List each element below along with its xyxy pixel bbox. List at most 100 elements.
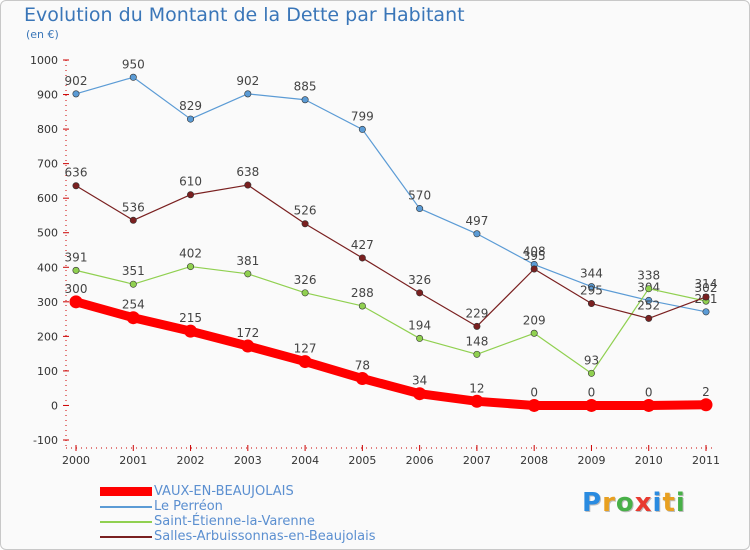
data-point-le-perreon xyxy=(72,90,80,98)
y-tick-label: 700 xyxy=(37,158,58,171)
legend-swatch xyxy=(100,536,152,538)
data-point-le-perreon xyxy=(358,125,366,133)
data-label-saint-etienne-la-varenne: 93 xyxy=(584,353,599,367)
data-point-vaux-en-beaujolais xyxy=(241,339,255,353)
data-point-vaux-en-beaujolais xyxy=(699,398,713,412)
data-label-saint-etienne-la-varenne: 338 xyxy=(637,269,660,283)
data-label-saint-etienne-la-varenne: 351 xyxy=(122,264,145,278)
legend-item: Saint-Étienne-la-Varenne xyxy=(100,514,440,529)
data-point-le-perreon xyxy=(187,115,195,123)
data-label-vaux-en-beaujolais: 254 xyxy=(122,298,145,312)
data-label-salles-arbuissonnas-en-beaujolais: 526 xyxy=(294,204,317,218)
x-tick-label: 2006 xyxy=(406,454,434,467)
x-tick-label: 2007 xyxy=(463,454,491,467)
x-tick-label: 2005 xyxy=(348,454,376,467)
data-label-le-perreon: 344 xyxy=(580,267,603,281)
x-tick-label: 2011 xyxy=(692,454,720,467)
data-point-salles-arbuissonnas-en-beaujolais xyxy=(416,289,424,297)
data-label-saint-etienne-la-varenne: 402 xyxy=(179,247,202,261)
legend-label: VAUX-EN-BEAUJOLAIS xyxy=(154,484,294,499)
proxiti-logo: Proxiti xyxy=(582,488,686,518)
data-point-vaux-en-beaujolais xyxy=(355,372,369,386)
data-point-vaux-en-beaujolais xyxy=(298,355,312,369)
data-label-salles-arbuissonnas-en-beaujolais: 252 xyxy=(637,298,660,312)
data-point-salles-arbuissonnas-en-beaujolais xyxy=(129,216,137,224)
data-label-le-perreon: 408 xyxy=(523,245,546,259)
series-line-salles-arbuissonnas-en-beaujolais xyxy=(75,184,707,327)
y-tick-label: -100 xyxy=(33,434,58,447)
y-tick-label: 400 xyxy=(37,261,58,274)
chart-title: Evolution du Montant de la Dette par Hab… xyxy=(24,4,465,26)
data-point-saint-etienne-la-varenne xyxy=(187,263,195,271)
data-label-salles-arbuissonnas-en-beaujolais: 395 xyxy=(523,249,546,263)
legend-label: Salles-Arbuissonnas-en-Beaujolais xyxy=(154,529,376,544)
series-line-vaux-en-beaujolais xyxy=(71,297,711,410)
data-point-vaux-en-beaujolais xyxy=(642,398,656,412)
data-label-saint-etienne-la-varenne: 148 xyxy=(465,334,488,348)
data-point-saint-etienne-la-varenne xyxy=(473,350,481,358)
data-point-vaux-en-beaujolais xyxy=(527,398,541,412)
data-point-le-perreon xyxy=(473,230,481,238)
data-point-le-perreon xyxy=(587,283,595,291)
data-point-le-perreon xyxy=(244,90,252,98)
data-point-salles-arbuissonnas-en-beaujolais xyxy=(587,300,595,308)
data-point-le-perreon xyxy=(702,308,710,316)
data-label-vaux-en-beaujolais: 2 xyxy=(702,385,710,399)
legend-item: Le Perréon xyxy=(100,499,440,514)
data-label-vaux-en-beaujolais: 12 xyxy=(469,381,484,395)
data-point-saint-etienne-la-varenne xyxy=(72,266,80,274)
data-point-vaux-en-beaujolais xyxy=(184,324,198,338)
data-label-vaux-en-beaujolais: 0 xyxy=(645,385,653,399)
data-label-saint-etienne-la-varenne: 194 xyxy=(408,318,431,332)
x-tick-label: 2009 xyxy=(577,454,605,467)
logo-letter: x xyxy=(634,488,653,518)
data-label-salles-arbuissonnas-en-beaujolais: 229 xyxy=(465,306,488,320)
unit-label: (en €) xyxy=(26,28,59,41)
data-point-salles-arbuissonnas-en-beaujolais xyxy=(645,314,653,322)
x-tick-label: 2000 xyxy=(62,454,90,467)
data-point-vaux-en-beaujolais xyxy=(584,398,598,412)
data-label-salles-arbuissonnas-en-beaujolais: 610 xyxy=(179,175,202,189)
logo-letter: o xyxy=(615,488,635,518)
data-label-vaux-en-beaujolais: 0 xyxy=(530,385,538,399)
data-label-saint-etienne-la-varenne: 381 xyxy=(236,254,259,268)
data-point-vaux-en-beaujolais xyxy=(413,387,427,401)
data-label-vaux-en-beaujolais: 300 xyxy=(65,282,88,296)
data-point-le-perreon xyxy=(129,73,137,81)
legend-swatch xyxy=(100,521,152,523)
data-label-salles-arbuissonnas-en-beaujolais: 427 xyxy=(351,238,374,252)
data-label-saint-etienne-la-varenne: 326 xyxy=(294,273,317,287)
data-label-salles-arbuissonnas-en-beaujolais: 314 xyxy=(695,277,718,291)
x-tick-label: 2001 xyxy=(119,454,147,467)
logo-letter: i xyxy=(675,488,686,518)
data-label-salles-arbuissonnas-en-beaujolais: 536 xyxy=(122,200,145,214)
y-tick-label: 300 xyxy=(37,296,58,309)
data-label-salles-arbuissonnas-en-beaujolais: 638 xyxy=(236,165,259,179)
data-label-le-perreon: 950 xyxy=(122,57,145,71)
data-label-vaux-en-beaujolais: 215 xyxy=(179,311,202,325)
data-label-saint-etienne-la-varenne: 302 xyxy=(695,281,718,295)
legend: VAUX-EN-BEAUJOLAIS Le Perréon Saint-Étienn… xyxy=(100,484,440,544)
data-label-saint-etienne-la-varenne: 209 xyxy=(523,313,546,327)
data-label-vaux-en-beaujolais: 172 xyxy=(236,326,259,340)
logo-letter: t xyxy=(662,488,676,518)
data-point-saint-etienne-la-varenne xyxy=(244,270,252,278)
y-tick-label: 100 xyxy=(37,365,58,378)
data-point-saint-etienne-la-varenne xyxy=(587,369,595,377)
x-tick-label: 2010 xyxy=(635,454,663,467)
data-point-vaux-en-beaujolais xyxy=(470,394,484,408)
logo-letter: r xyxy=(602,488,616,518)
data-point-salles-arbuissonnas-en-beaujolais xyxy=(702,293,710,301)
data-label-le-perreon: 885 xyxy=(294,80,317,94)
data-label-le-perreon: 570 xyxy=(408,189,431,203)
logo-letter: P xyxy=(582,488,603,518)
data-label-le-perreon: 829 xyxy=(179,99,202,113)
data-label-le-perreon: 497 xyxy=(465,214,488,228)
logo-letter: i xyxy=(652,488,663,518)
data-point-le-perreon xyxy=(416,205,424,213)
legend-item: VAUX-EN-BEAUJOLAIS xyxy=(100,484,440,499)
data-label-vaux-en-beaujolais: 0 xyxy=(588,385,596,399)
data-label-le-perreon: 902 xyxy=(236,74,259,88)
series-line-saint-etienne-la-varenne xyxy=(75,265,707,374)
